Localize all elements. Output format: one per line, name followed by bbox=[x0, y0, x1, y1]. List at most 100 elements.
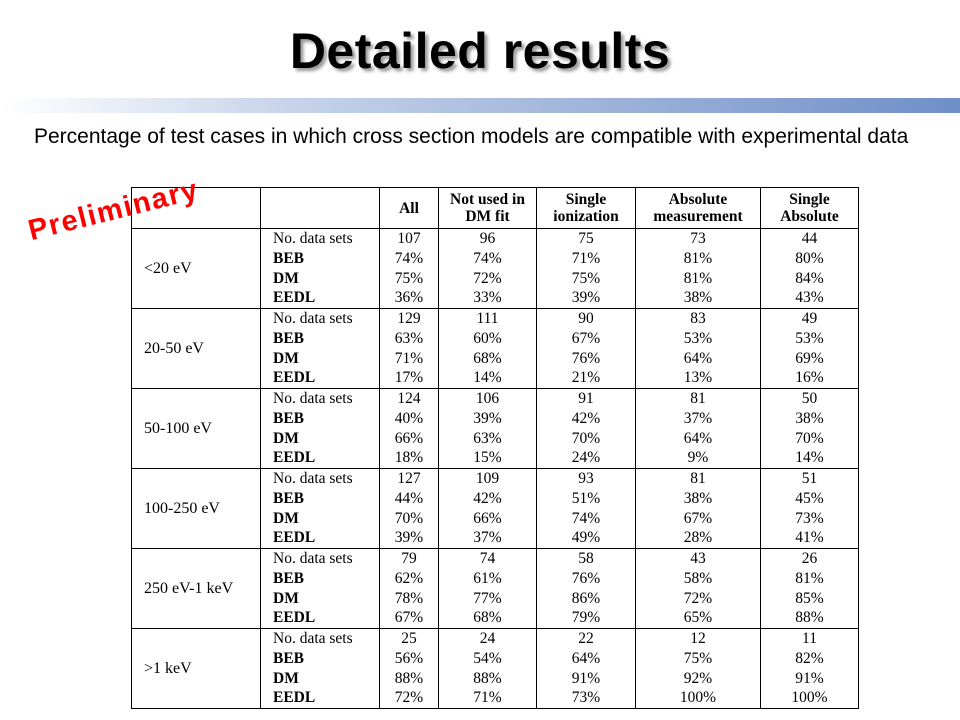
cell-absolute: 83 53% 64% 13% bbox=[635, 308, 761, 389]
value-dm: 91% bbox=[795, 669, 824, 687]
value-dm: 64% bbox=[683, 349, 713, 367]
value-dm: 78% bbox=[394, 589, 424, 607]
table-body: <20 eV No. data sets BEB DM EEDL 107 74% 75% 36%… bbox=[131, 228, 859, 709]
value-dm: 85% bbox=[795, 589, 824, 607]
value-eedl: 65% bbox=[683, 609, 713, 627]
metric-label-beb: BEB bbox=[273, 569, 305, 587]
value-beb: 74% bbox=[473, 249, 502, 267]
value-dm: 81% bbox=[683, 269, 713, 287]
value-eedl: 39% bbox=[571, 289, 601, 307]
value-data-sets: 91 bbox=[578, 390, 594, 407]
value-beb: 71% bbox=[571, 249, 601, 267]
value-data-sets: 74 bbox=[479, 550, 496, 567]
value-beb: 37% bbox=[683, 409, 713, 427]
table-header-row: All Not used in DM fit Single ionization… bbox=[131, 187, 859, 229]
value-beb: 64% bbox=[571, 649, 601, 667]
slide-title: Detailed results bbox=[289, 23, 671, 79]
cell-single-absolute: 44 80% 84% 43% bbox=[760, 228, 859, 309]
value-eedl: 37% bbox=[473, 529, 502, 547]
value-data-sets: 25 bbox=[401, 630, 417, 647]
metric-labels-cell: No. data sets BEB DM EEDL bbox=[260, 548, 380, 629]
value-beb: 40% bbox=[394, 409, 424, 427]
value-beb: 44% bbox=[394, 489, 424, 507]
value-eedl: 14% bbox=[473, 369, 502, 387]
energy-range-label: 100-250 eV bbox=[131, 468, 261, 549]
value-dm: 77% bbox=[473, 589, 502, 607]
metric-label-dm: DM bbox=[273, 429, 299, 447]
value-beb: 67% bbox=[571, 329, 601, 347]
value-dm: 68% bbox=[473, 349, 502, 367]
metric-label-beb: BEB bbox=[273, 249, 305, 267]
metric-label-data-sets: No. data sets bbox=[273, 550, 353, 567]
cell-absolute: 12 75% 92% 100% bbox=[635, 628, 761, 709]
value-data-sets: 22 bbox=[578, 630, 594, 647]
value-eedl: 9% bbox=[687, 449, 709, 467]
value-data-sets: 44 bbox=[801, 230, 818, 247]
cell-not-used: 74 61% 77% 68% bbox=[438, 548, 537, 629]
metric-label-dm: DM bbox=[273, 589, 299, 607]
cell-absolute: 73 81% 81% 38% bbox=[635, 228, 761, 309]
title-accent-bar bbox=[0, 98, 960, 113]
value-eedl: 72% bbox=[394, 689, 424, 707]
value-eedl: 100% bbox=[791, 689, 828, 707]
value-eedl: 24% bbox=[571, 449, 601, 467]
value-beb: 53% bbox=[795, 329, 824, 347]
value-dm: 84% bbox=[795, 269, 824, 287]
value-data-sets: 129 bbox=[397, 310, 421, 327]
table-row: 250 eV-1 keV No. data sets BEB DM EEDL 79 62% 7… bbox=[131, 548, 859, 629]
value-data-sets: 43 bbox=[690, 550, 706, 567]
value-data-sets: 109 bbox=[475, 470, 500, 487]
value-beb: 61% bbox=[473, 569, 502, 587]
cell-absolute: 43 58% 72% 65% bbox=[635, 548, 761, 629]
table-row: 50-100 eV No. data sets BEB DM EEDL 124 40% 66%… bbox=[131, 388, 859, 469]
metric-label-data-sets: No. data sets bbox=[273, 230, 353, 247]
value-data-sets: 90 bbox=[578, 310, 594, 327]
value-eedl: 15% bbox=[473, 449, 502, 467]
energy-range-label: 20-50 eV bbox=[131, 308, 261, 389]
value-dm: 92% bbox=[683, 669, 713, 687]
value-eedl: 68% bbox=[473, 609, 502, 627]
value-dm: 73% bbox=[795, 509, 824, 527]
value-data-sets: 24 bbox=[479, 630, 496, 647]
value-dm: 66% bbox=[473, 509, 502, 527]
metric-label-beb: BEB bbox=[273, 649, 305, 667]
value-beb: 74% bbox=[394, 249, 424, 267]
cell-single-absolute: 49 53% 69% 16% bbox=[760, 308, 859, 389]
value-dm: 91% bbox=[571, 669, 601, 687]
metric-label-eedl: EEDL bbox=[273, 289, 316, 307]
metric-label-dm: DM bbox=[273, 669, 299, 687]
value-eedl: 14% bbox=[795, 449, 824, 467]
value-dm: 67% bbox=[683, 509, 713, 527]
cell-single-absolute: 11 82% 91% 100% bbox=[760, 628, 859, 709]
value-dm: 70% bbox=[571, 429, 601, 447]
slide-subtitle: Percentage of test cases in which cross … bbox=[34, 125, 909, 148]
cell-single: 91 42% 70% 24% bbox=[536, 388, 636, 469]
value-eedl: 39% bbox=[394, 529, 424, 547]
cell-not-used: 111 60% 68% 14% bbox=[438, 308, 537, 389]
cell-not-used: 24 54% 88% 71% bbox=[438, 628, 537, 709]
cell-all: 127 44% 70% 39% bbox=[379, 468, 439, 549]
value-dm: 74% bbox=[571, 509, 601, 527]
value-data-sets: 50 bbox=[801, 390, 818, 407]
value-dm: 88% bbox=[473, 669, 502, 687]
metric-label-dm: DM bbox=[273, 349, 299, 367]
value-eedl: 41% bbox=[795, 529, 824, 547]
value-eedl: 36% bbox=[394, 289, 424, 307]
value-data-sets: 127 bbox=[397, 470, 421, 487]
cell-single: 93 51% 74% 49% bbox=[536, 468, 636, 549]
value-dm: 72% bbox=[473, 269, 502, 287]
table-row: 100-250 eV No. data sets BEB DM EEDL 127 44% 70… bbox=[131, 468, 859, 549]
value-eedl: 100% bbox=[679, 689, 717, 707]
value-eedl: 88% bbox=[795, 609, 824, 627]
metric-label-data-sets: No. data sets bbox=[273, 310, 353, 327]
value-data-sets: 107 bbox=[397, 230, 421, 247]
metric-label-beb: BEB bbox=[273, 409, 305, 427]
cell-all: 79 62% 78% 67% bbox=[379, 548, 439, 629]
metric-label-data-sets: No. data sets bbox=[273, 470, 353, 487]
value-beb: 82% bbox=[795, 649, 824, 667]
value-dm: 63% bbox=[473, 429, 502, 447]
value-eedl: 49% bbox=[571, 529, 601, 547]
value-beb: 38% bbox=[795, 409, 824, 427]
value-data-sets: 106 bbox=[475, 390, 500, 407]
value-dm: 70% bbox=[394, 509, 424, 527]
